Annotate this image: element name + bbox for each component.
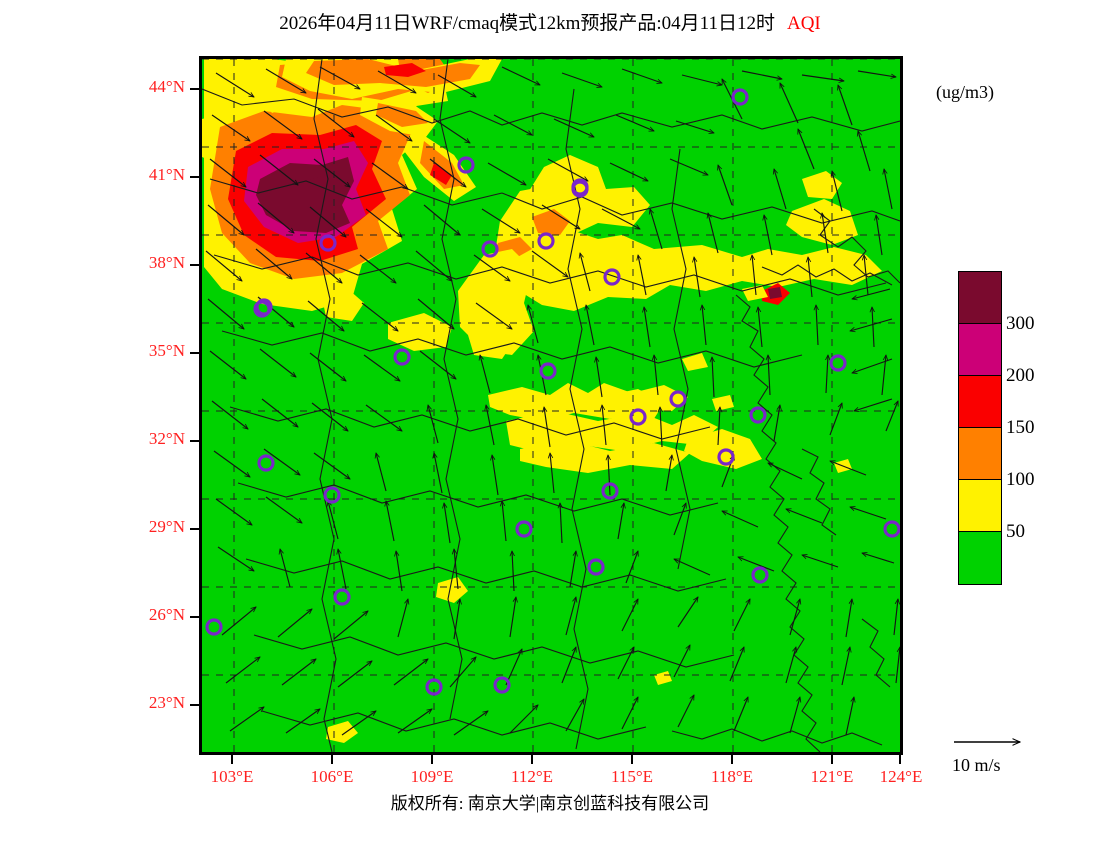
colorbar-band-0-50[interactable] xyxy=(959,532,1001,584)
page-title-variable: AQI xyxy=(786,13,821,34)
page-title-main: 2026年04月11日WRF/cmaq模式12km预报产品:04月11日12时 xyxy=(279,13,775,34)
colorbar[interactable] xyxy=(958,271,1002,585)
x-tick xyxy=(831,755,833,764)
copyright-footer: 版权所有: 南京大学|南京创蓝科技有限公司 xyxy=(390,794,710,813)
y-tick xyxy=(190,440,199,442)
colorbar-tick-150: 150 xyxy=(1006,417,1035,438)
y-axis-label-41n: 41°N xyxy=(148,165,185,184)
colorbar-band-above-300[interactable] xyxy=(959,272,1001,324)
y-tick xyxy=(190,88,199,90)
y-axis-label-26n: 26°N xyxy=(148,605,185,624)
colorbar-band-100-150[interactable] xyxy=(959,428,1001,480)
city-marker-group[interactable] xyxy=(205,88,900,696)
province-boundaries xyxy=(202,59,900,752)
colorbar-unit-label: (ug/m3) xyxy=(936,82,994,102)
map-plot-area[interactable] xyxy=(199,56,903,755)
colorbar-band-50-100[interactable] xyxy=(959,480,1001,532)
x-tick xyxy=(231,755,233,764)
wind-scale-key: 10 m/s xyxy=(952,733,1092,783)
x-tick xyxy=(899,755,901,764)
wind-scale-arrow-icon xyxy=(954,733,1062,757)
y-tick xyxy=(190,704,199,706)
x-axis-label-103e: 103°E xyxy=(210,767,254,786)
y-tick xyxy=(190,616,199,618)
x-axis-label-109e: 109°E xyxy=(410,767,454,786)
x-axis-label-118e: 118°E xyxy=(710,767,754,786)
x-axis-label-106e: 106°E xyxy=(310,767,354,786)
colorbar-tick-300: 300 xyxy=(1006,313,1035,334)
page-title: 2026年04月11日WRF/cmaq模式12km预报产品:04月11日12时 A… xyxy=(0,8,1100,35)
y-axis: 44°N 41°N 38°N 35°N 32°N 29°N 26°N 23°N xyxy=(120,56,199,755)
colorbar-tick-200: 200 xyxy=(1006,365,1035,386)
y-axis-label-23n: 23°N xyxy=(148,693,185,712)
x-tick xyxy=(731,755,733,764)
y-tick xyxy=(190,264,199,266)
aqi-region-north-china-plain xyxy=(458,155,882,355)
y-axis-label-44n: 44°N xyxy=(148,77,185,96)
x-tick xyxy=(631,755,633,764)
y-tick xyxy=(190,528,199,530)
y-axis-label-35n: 35°N xyxy=(148,341,185,360)
aqi-contour-map xyxy=(202,59,900,752)
x-axis: 103°E 106°E 109°E 112°E 115°E 118°E 121°… xyxy=(199,755,922,801)
y-axis-label-29n: 29°N xyxy=(148,517,185,536)
y-tick xyxy=(190,176,199,178)
x-axis-label-115e: 115°E xyxy=(610,767,654,786)
wind-vector-field xyxy=(205,66,900,736)
y-axis-label-32n: 32°N xyxy=(148,429,185,448)
wind-scale-label: 10 m/s xyxy=(952,755,1001,775)
x-axis-label-112e: 112°E xyxy=(510,767,554,786)
x-tick xyxy=(431,755,433,764)
colorbar-band-150-200[interactable] xyxy=(959,376,1001,428)
x-axis-label-124e: 124°E xyxy=(879,767,923,786)
colorbar-tick-50: 50 xyxy=(1006,521,1025,542)
y-tick xyxy=(190,352,199,354)
x-axis-label-121e: 121°E xyxy=(810,767,854,786)
y-axis-label-38n: 38°N xyxy=(148,253,185,272)
x-tick xyxy=(331,755,333,764)
colorbar-band-200-300[interactable] xyxy=(959,324,1001,376)
x-tick xyxy=(531,755,533,764)
colorbar-tick-100: 100 xyxy=(1006,469,1035,490)
